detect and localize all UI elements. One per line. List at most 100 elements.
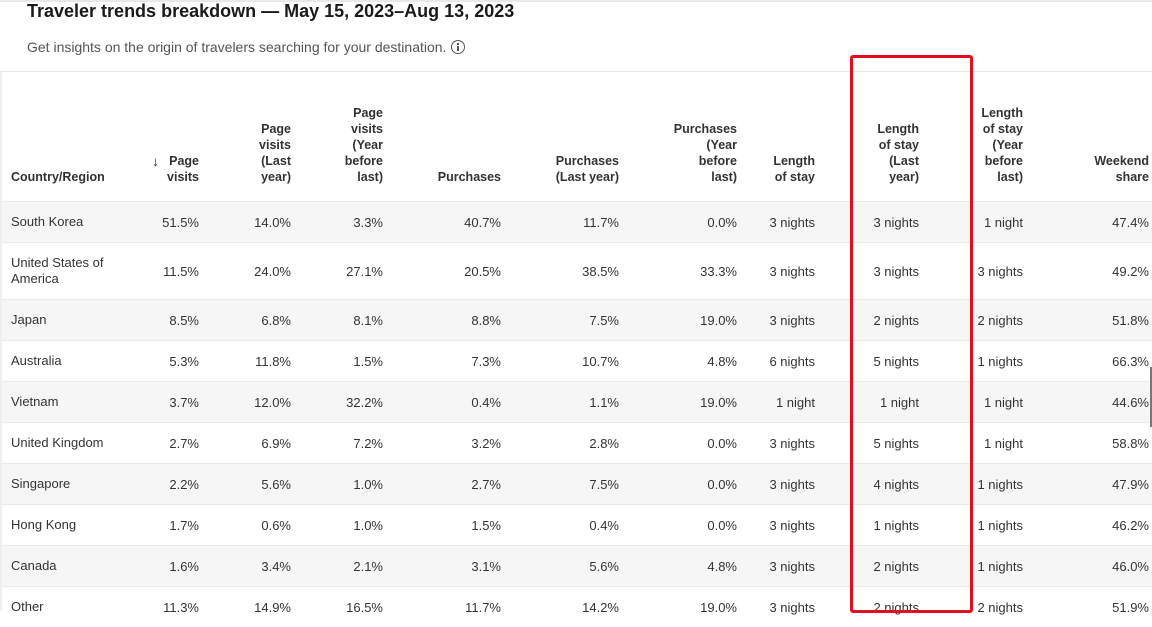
cell-purchases-last: 5.6%	[509, 546, 627, 587]
cell-stay-last: 4 nights	[823, 464, 927, 505]
cell-country: Vietnam	[2, 382, 128, 423]
cell-stay: 1 night	[745, 382, 823, 423]
traveler-trends-table: Country/Region ↓Page visits Page visits …	[2, 72, 1152, 627]
cell-purchases-ybl: 0.0%	[627, 202, 745, 243]
cell-page-visits-last: 6.9%	[207, 423, 299, 464]
cell-stay-ybl: 1 night	[927, 423, 1031, 464]
header-page-visits-last-year[interactable]: Page visits (Last year)	[207, 72, 299, 202]
cell-purchases: 8.8%	[391, 300, 509, 341]
arrow-down-icon: ↓	[152, 153, 159, 169]
cell-purchases-ybl: 0.0%	[627, 464, 745, 505]
cell-page-visits-ybl: 1.0%	[299, 464, 391, 505]
cell-stay: 3 nights	[745, 300, 823, 341]
cell-stay-last: 5 nights	[823, 423, 927, 464]
header-purchases[interactable]: Purchases	[391, 72, 509, 202]
cell-stay-ybl: 2 nights	[927, 587, 1031, 627]
cell-weekend: 47.4%	[1031, 202, 1152, 243]
subtitle-text: Get insights on the origin of travelers …	[27, 38, 446, 56]
header-page-visits-year-before-last[interactable]: Page visits (Year before last)	[299, 72, 391, 202]
cell-purchases-ybl: 19.0%	[627, 587, 745, 627]
cell-stay-last: 3 nights	[823, 202, 927, 243]
cell-page-visits-ybl: 1.5%	[299, 341, 391, 382]
cell-purchases-ybl: 4.8%	[627, 341, 745, 382]
page-title: Traveler trends breakdown — May 15, 2023…	[27, 0, 514, 22]
cell-purchases: 7.3%	[391, 341, 509, 382]
cell-stay: 3 nights	[745, 546, 823, 587]
cell-page-visits: 8.5%	[128, 300, 207, 341]
cell-page-visits-ybl: 8.1%	[299, 300, 391, 341]
cell-page-visits-last: 0.6%	[207, 505, 299, 546]
cell-purchases: 20.5%	[391, 243, 509, 300]
header-weekend-share[interactable]: Weekend share	[1031, 72, 1152, 202]
cell-page-visits-last: 11.8%	[207, 341, 299, 382]
cell-stay-ybl: 2 nights	[927, 300, 1031, 341]
cell-stay-last: 3 nights	[823, 243, 927, 300]
cell-stay-ybl: 1 nights	[927, 546, 1031, 587]
cell-stay-ybl: 1 night	[927, 202, 1031, 243]
cell-weekend: 47.9%	[1031, 464, 1152, 505]
header-purchases-year-before-last[interactable]: Purchases (Year before last)	[627, 72, 745, 202]
cell-country: United States of America	[2, 243, 128, 300]
cell-page-visits: 1.6%	[128, 546, 207, 587]
cell-page-visits-ybl: 3.3%	[299, 202, 391, 243]
cell-purchases: 3.2%	[391, 423, 509, 464]
cell-stay-last: 1 night	[823, 382, 927, 423]
cell-purchases-last: 14.2%	[509, 587, 627, 627]
cell-purchases-last: 7.5%	[509, 300, 627, 341]
cell-stay: 3 nights	[745, 587, 823, 627]
header-page-visits[interactable]: ↓Page visits	[128, 72, 207, 202]
cell-purchases-ybl: 0.0%	[627, 423, 745, 464]
header-country[interactable]: Country/Region	[2, 72, 128, 202]
cell-country: South Korea	[2, 202, 128, 243]
cell-weekend: 58.8%	[1031, 423, 1152, 464]
cell-page-visits: 51.5%	[128, 202, 207, 243]
cell-page-visits-last: 24.0%	[207, 243, 299, 300]
cell-stay: 3 nights	[745, 243, 823, 300]
cell-purchases-last: 2.8%	[509, 423, 627, 464]
header-length-of-stay-year-before-last[interactable]: Length of stay (Year before last)	[927, 72, 1031, 202]
cell-purchases-last: 0.4%	[509, 505, 627, 546]
cell-country: Singapore	[2, 464, 128, 505]
cell-stay-ybl: 1 nights	[927, 464, 1031, 505]
info-icon[interactable]	[451, 40, 465, 54]
cell-stay-last: 2 nights	[823, 587, 927, 627]
cell-page-visits-last: 12.0%	[207, 382, 299, 423]
cell-country: Hong Kong	[2, 505, 128, 546]
cell-stay-last: 5 nights	[823, 341, 927, 382]
cell-purchases-last: 10.7%	[509, 341, 627, 382]
cell-purchases-ybl: 0.0%	[627, 505, 745, 546]
cell-page-visits: 2.7%	[128, 423, 207, 464]
cell-country: Canada	[2, 546, 128, 587]
cell-page-visits: 2.2%	[128, 464, 207, 505]
cell-page-visits-last: 14.0%	[207, 202, 299, 243]
cell-page-visits: 11.5%	[128, 243, 207, 300]
cell-stay-last: 2 nights	[823, 300, 927, 341]
cell-page-visits-last: 6.8%	[207, 300, 299, 341]
cell-purchases-last: 1.1%	[509, 382, 627, 423]
cell-page-visits: 1.7%	[128, 505, 207, 546]
cell-stay-last: 1 nights	[823, 505, 927, 546]
cell-stay: 6 nights	[745, 341, 823, 382]
cell-country: Japan	[2, 300, 128, 341]
cell-page-visits-ybl: 7.2%	[299, 423, 391, 464]
cell-country: United Kingdom	[2, 423, 128, 464]
cell-purchases-last: 11.7%	[509, 202, 627, 243]
cell-weekend: 46.2%	[1031, 505, 1152, 546]
cell-weekend: 66.3%	[1031, 341, 1152, 382]
cell-page-visits-ybl: 32.2%	[299, 382, 391, 423]
cell-stay-last: 2 nights	[823, 546, 927, 587]
header-purchases-last-year[interactable]: Purchases (Last year)	[509, 72, 627, 202]
cell-page-visits-last: 14.9%	[207, 587, 299, 627]
header-length-of-stay-last-year[interactable]: Length of stay (Last year)	[823, 72, 927, 202]
header-length-of-stay[interactable]: Length of stay	[745, 72, 823, 202]
page-subtitle: Get insights on the origin of travelers …	[27, 38, 465, 56]
